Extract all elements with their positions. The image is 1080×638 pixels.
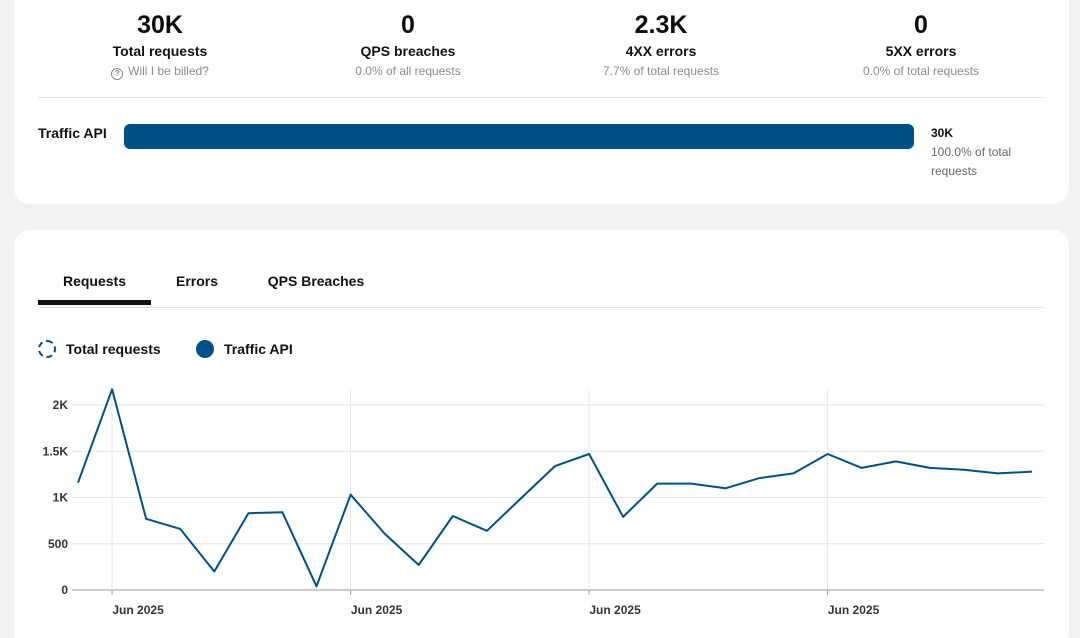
stat-total-requests: 30K Total requests ? Will I be billed?: [50, 10, 270, 80]
tab-requests[interactable]: Requests: [38, 270, 151, 292]
stat-value: 0: [914, 11, 928, 39]
data-point[interactable]: [995, 470, 1001, 476]
active-tab-indicator: [38, 300, 151, 305]
stat-label: 4XX errors: [625, 43, 697, 59]
stat-value: 30K: [137, 11, 183, 39]
stat-sub: 0.0% of all requests: [355, 64, 461, 78]
breakdown-bar[interactable]: [124, 124, 914, 149]
dashed-circle-icon: [38, 340, 56, 358]
breakdown-label: Traffic API: [38, 125, 107, 141]
stat-sub: 0.0% of total requests: [862, 64, 980, 78]
filled-circle-icon: [196, 340, 214, 358]
data-point[interactable]: [314, 583, 320, 589]
help-icon: ?: [111, 68, 124, 80]
legend-total-requests[interactable]: Total requests: [38, 340, 161, 358]
data-point[interactable]: [143, 516, 149, 522]
y-tick-label: 2K: [53, 398, 69, 412]
data-point[interactable]: [927, 465, 933, 471]
tab-label: QPS Breaches: [267, 273, 365, 289]
data-point[interactable]: [756, 475, 762, 481]
stats-row: 30K Total requests ? Will I be billed? 0 …: [14, 10, 1069, 80]
legend-label: Total requests: [66, 341, 161, 357]
x-tick-label: Jun 2025: [589, 603, 641, 617]
x-tick-label: Jun 2025: [112, 603, 164, 617]
data-point[interactable]: [450, 513, 456, 519]
data-point[interactable]: [586, 451, 592, 457]
billing-help-link[interactable]: ? Will I be billed?: [50, 63, 270, 80]
data-point[interactable]: [75, 480, 81, 486]
y-tick-label: 500: [48, 537, 68, 551]
data-point[interactable]: [416, 562, 422, 568]
breakdown-percent: 100.0% of total requests: [931, 145, 1012, 178]
breakdown-value: 30K: [931, 126, 954, 140]
data-point[interactable]: [722, 485, 728, 491]
data-point[interactable]: [279, 509, 285, 515]
data-point[interactable]: [961, 467, 967, 473]
legend-traffic-api[interactable]: Traffic API: [196, 340, 293, 358]
data-point[interactable]: [484, 528, 490, 534]
chart-card: Requests Errors QPS Breaches Total reque…: [14, 230, 1069, 638]
data-point[interactable]: [245, 510, 251, 516]
legend-label: Traffic API: [224, 341, 293, 357]
data-point[interactable]: [859, 465, 865, 471]
data-point[interactable]: [893, 458, 899, 464]
tab-label: Errors: [176, 273, 219, 289]
y-tick-label: 0: [61, 583, 68, 597]
data-point[interactable]: [177, 526, 183, 532]
stat-value: 2.3K: [634, 11, 688, 39]
x-tick-label: Jun 2025: [828, 603, 880, 617]
billing-help-text: Will I be billed?: [128, 64, 209, 78]
breakdown-bar-fill: [124, 124, 914, 149]
y-tick-label: 1.5K: [43, 444, 69, 458]
tab-label: Requests: [62, 273, 127, 289]
requests-line-chart: 0 500 1K 1.5K 2K Jun 2025 Jun 2025 Jun 2025 Jun …: [43, 386, 1044, 617]
data-point[interactable]: [1029, 469, 1035, 475]
data-point[interactable]: [654, 481, 660, 487]
x-tick-label: Jun 2025: [351, 603, 403, 617]
data-point[interactable]: [688, 481, 694, 487]
tab-errors[interactable]: Errors: [176, 270, 219, 292]
stat-value: 0: [401, 11, 415, 39]
summary-card: 30K Total requests ? Will I be billed? 0 …: [14, 0, 1069, 204]
data-point[interactable]: [552, 463, 558, 469]
data-point[interactable]: [518, 495, 524, 501]
stat-sub: 7.7% of total requests: [602, 64, 720, 78]
data-point[interactable]: [620, 514, 626, 520]
data-point[interactable]: [382, 531, 388, 537]
data-point[interactable]: [211, 569, 217, 575]
data-point[interactable]: [825, 451, 831, 457]
data-point[interactable]: [348, 492, 354, 498]
stat-5xx-errors: 0 5XX errors 0.0% of total requests: [811, 10, 1031, 79]
y-tick-label: 1K: [53, 491, 69, 505]
summary-divider: [38, 97, 1043, 98]
stat-label: 5XX errors: [885, 43, 957, 59]
stat-4xx-errors: 2.3K 4XX errors 7.7% of total requests: [551, 10, 771, 79]
data-point[interactable]: [791, 470, 797, 476]
stat-label: Total requests: [112, 43, 208, 59]
stat-qps-breaches: 0 QPS breaches 0.0% of all requests: [298, 10, 518, 79]
series-line-traffic-api[interactable]: [77, 388, 1033, 588]
tab-qps-breaches[interactable]: QPS Breaches: [266, 270, 366, 292]
tabs-divider: [38, 307, 1043, 308]
stat-label: QPS breaches: [360, 43, 456, 59]
data-point[interactable]: [109, 386, 115, 392]
